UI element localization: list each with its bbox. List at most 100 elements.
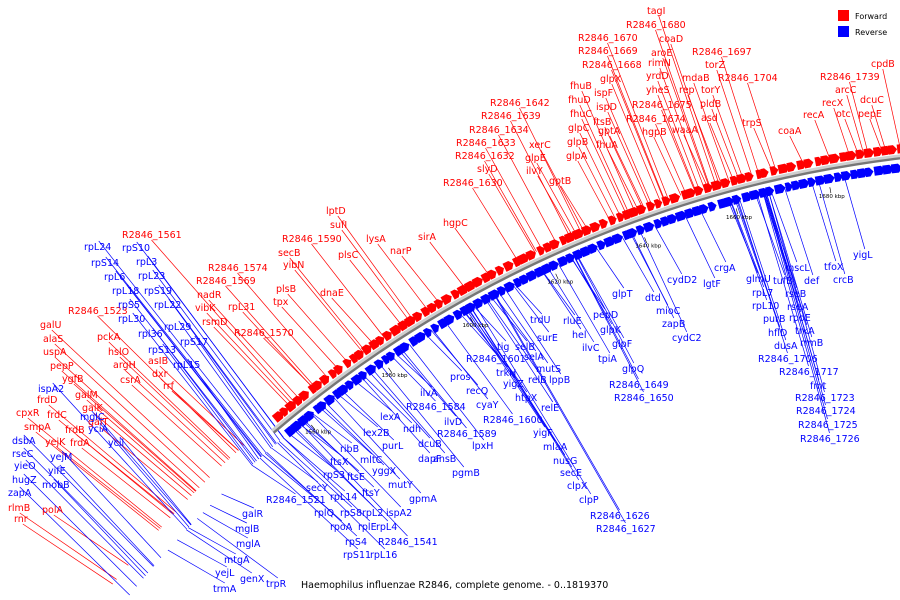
gene-arrow bbox=[323, 394, 335, 406]
label-connector bbox=[160, 378, 239, 451]
label-connector bbox=[23, 434, 154, 567]
gene-arrow bbox=[661, 196, 671, 207]
gene-label: cyaY bbox=[476, 400, 499, 411]
gene-arrow bbox=[502, 261, 514, 272]
gene-arrow bbox=[464, 302, 476, 314]
gene-label: yejK bbox=[45, 437, 66, 448]
gene-label: mutY bbox=[388, 480, 413, 491]
gene-arrow bbox=[864, 167, 874, 178]
label-connector bbox=[56, 446, 161, 529]
gene-label: lpxH bbox=[472, 441, 493, 452]
label-connector bbox=[372, 368, 446, 454]
gene-arrow bbox=[653, 218, 663, 229]
gene-arrow bbox=[615, 212, 625, 223]
gene-label: tufB bbox=[773, 276, 793, 287]
gene-label: R2846_1697 bbox=[692, 47, 752, 58]
label-connector bbox=[368, 371, 431, 439]
label-connector bbox=[510, 120, 571, 237]
label-connector bbox=[498, 134, 557, 243]
gene-label: R2846_1717 bbox=[779, 367, 839, 378]
gene-label: rpL6 bbox=[104, 272, 125, 283]
label-connector bbox=[91, 410, 192, 526]
label-connector bbox=[282, 437, 371, 522]
gene-label: R2846_1601 bbox=[466, 354, 526, 365]
gene-arrow bbox=[784, 182, 793, 192]
gene-label: R2846_1600 bbox=[483, 415, 543, 426]
gene-label: tpx bbox=[273, 297, 289, 308]
gene-arrow bbox=[284, 426, 296, 438]
label-connector bbox=[129, 298, 257, 462]
gene-label: dcuC bbox=[860, 95, 884, 106]
gene-arrow bbox=[516, 253, 529, 265]
gene-label: lysA bbox=[366, 234, 386, 245]
label-connector bbox=[607, 42, 669, 200]
gene-label: R2846_1630 bbox=[443, 178, 503, 189]
gene-arrow bbox=[332, 364, 343, 376]
label-connector bbox=[540, 149, 585, 232]
gene-label: rpL23 bbox=[138, 271, 165, 282]
label-connector bbox=[683, 134, 708, 188]
gene-label: plsC bbox=[338, 250, 359, 261]
gene-label: pros bbox=[450, 372, 471, 383]
gene-label: ansB bbox=[433, 454, 456, 465]
gene-arrow bbox=[823, 173, 835, 184]
gene-arrow bbox=[381, 330, 392, 342]
gene-label: rpS11 bbox=[343, 550, 371, 561]
gene-label: ispD bbox=[596, 102, 617, 113]
label-connector bbox=[542, 270, 576, 316]
gene-label: rpL15 bbox=[173, 360, 200, 371]
gene-label: nusG bbox=[553, 456, 577, 467]
gene-label: pepP bbox=[50, 361, 74, 372]
label-connector bbox=[341, 229, 410, 322]
gene-label: glpF bbox=[612, 339, 632, 350]
gene-label: mutS bbox=[536, 364, 561, 375]
label-connector bbox=[843, 176, 866, 250]
gene-arrow bbox=[316, 401, 326, 412]
gene-arrow bbox=[420, 306, 431, 318]
label-connector bbox=[684, 215, 716, 279]
gene-label: hugZ bbox=[12, 475, 37, 486]
label-connector bbox=[196, 518, 279, 579]
gene-label: galU bbox=[40, 320, 61, 331]
label-connector bbox=[753, 127, 773, 171]
label-connector bbox=[266, 451, 358, 537]
tick-label: 1580 kbp bbox=[382, 373, 408, 379]
gene-arrow bbox=[389, 324, 402, 337]
gene-label: vibK bbox=[195, 303, 216, 314]
gene-arrow bbox=[357, 371, 367, 381]
gene-label: R2846_1626 bbox=[590, 511, 650, 522]
gene-label: R2846_1642 bbox=[490, 98, 550, 109]
gene-label: secE bbox=[560, 468, 582, 479]
gene-label: zapA bbox=[8, 488, 32, 499]
gene-arrow bbox=[685, 188, 696, 199]
gene-label: relB bbox=[528, 375, 547, 386]
gene-label: zapB bbox=[662, 319, 685, 330]
label-connector bbox=[124, 369, 226, 464]
gene-arrow bbox=[760, 168, 769, 178]
gene-label: R2846_1725 bbox=[798, 420, 858, 431]
gene-label: mglC bbox=[80, 412, 105, 423]
gene-label: ygfB bbox=[62, 374, 84, 385]
gene-label: yieO bbox=[14, 461, 36, 472]
gene-label: glmU bbox=[746, 274, 771, 285]
gene-label: ilvD bbox=[444, 417, 462, 428]
gene-arrow bbox=[820, 155, 831, 166]
gene-label: gptB bbox=[549, 176, 571, 187]
label-connector bbox=[27, 417, 162, 528]
gene-label: yigZ bbox=[503, 379, 524, 390]
gene-label: glpE bbox=[525, 153, 546, 164]
gene-label: rpS10 bbox=[122, 243, 150, 254]
gene-label: ftsB bbox=[593, 117, 611, 128]
gene-label: trpS bbox=[742, 118, 762, 129]
label-connector bbox=[653, 136, 682, 196]
gene-arrow bbox=[375, 336, 385, 346]
gene-label: rpL3 bbox=[136, 257, 157, 268]
gene-arrow bbox=[503, 281, 515, 293]
gene-arrow bbox=[533, 266, 546, 278]
label-connector bbox=[213, 326, 291, 407]
label-connector bbox=[607, 149, 639, 211]
gene-arrow bbox=[571, 228, 584, 240]
label-connector bbox=[576, 255, 635, 364]
gene-arrow bbox=[541, 263, 553, 275]
